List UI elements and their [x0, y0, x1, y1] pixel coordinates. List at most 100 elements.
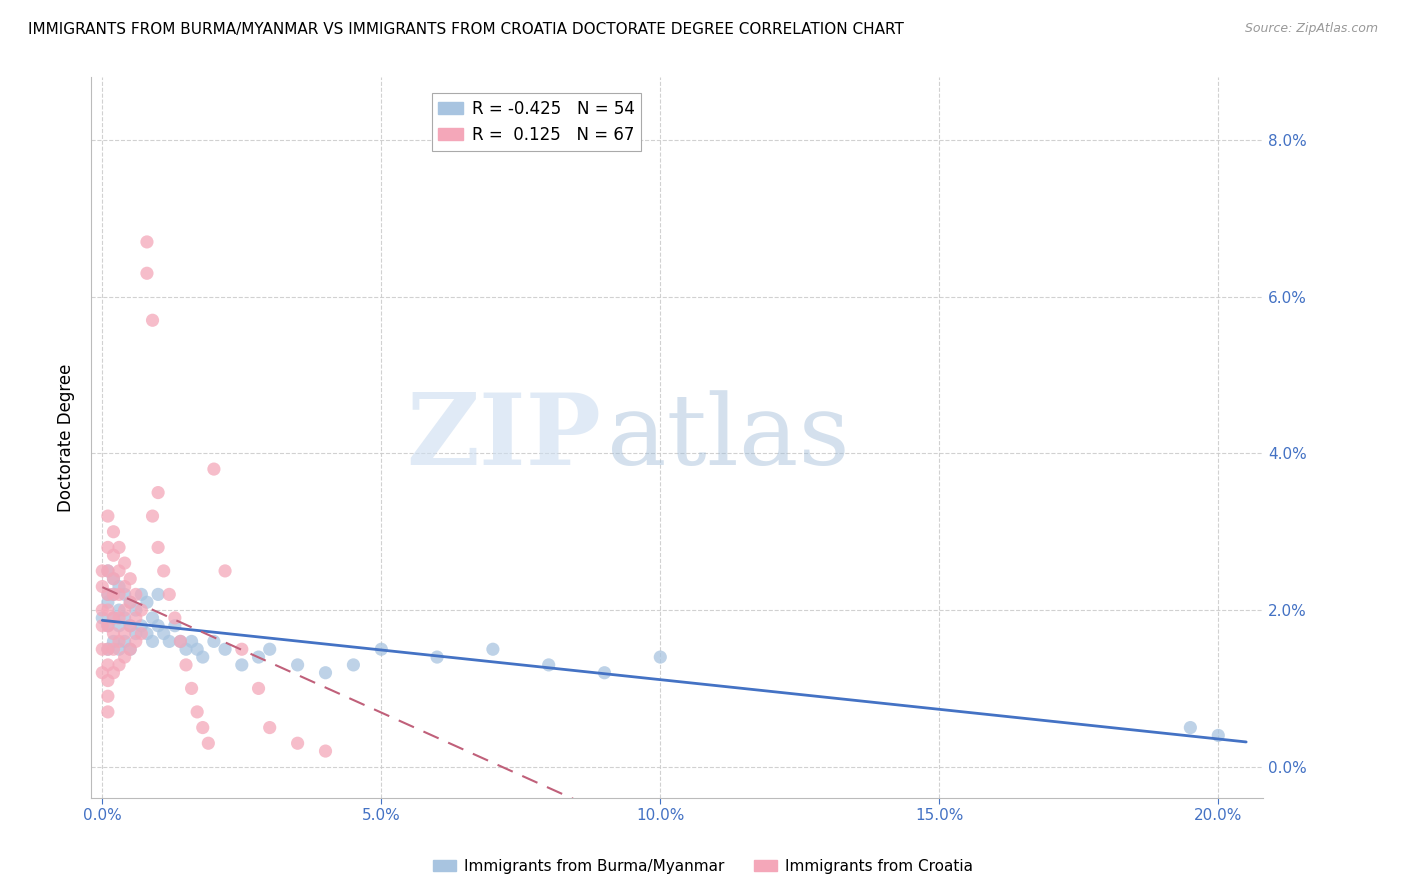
Point [174, 657, 197, 672]
Point [91, 619, 114, 633]
Point [97, 587, 120, 601]
Point [125, 587, 148, 601]
Point [125, 603, 148, 617]
Point [91, 665, 114, 680]
Point [108, 587, 131, 601]
Point [97, 587, 120, 601]
Point [103, 611, 125, 625]
Point [537, 657, 560, 672]
Point [141, 509, 163, 524]
Point [157, 634, 180, 648]
Point [91, 603, 114, 617]
Point [103, 587, 125, 601]
Point [120, 619, 142, 633]
Point [120, 595, 142, 609]
Point [131, 587, 153, 601]
Point [103, 611, 125, 625]
Point [141, 313, 163, 327]
Point [259, 721, 281, 735]
Point [214, 564, 236, 578]
Point [91, 611, 114, 625]
Point [186, 705, 208, 719]
Point [97, 619, 120, 633]
Point [97, 642, 120, 657]
Point [114, 587, 136, 601]
Point [482, 642, 505, 657]
Point [1180, 721, 1202, 735]
Point [180, 634, 202, 648]
Point [103, 548, 125, 562]
Point [152, 626, 174, 640]
Point [197, 736, 219, 750]
Point [108, 611, 131, 625]
Point [97, 690, 120, 704]
Point [97, 509, 120, 524]
Point [97, 673, 120, 688]
Point [214, 642, 236, 657]
Point [136, 626, 159, 640]
Point [191, 721, 214, 735]
Point [97, 642, 120, 657]
Point [108, 603, 131, 617]
Point [174, 642, 197, 657]
Point [97, 603, 120, 617]
Point [97, 657, 120, 672]
Point [103, 626, 125, 640]
Point [1206, 728, 1229, 742]
Point [114, 611, 136, 625]
Point [259, 642, 281, 657]
Point [202, 462, 225, 476]
Point [231, 657, 253, 672]
Point [125, 611, 148, 625]
Point [97, 541, 120, 555]
Point [163, 611, 186, 625]
Point [97, 705, 120, 719]
Point [108, 580, 131, 594]
Point [97, 619, 120, 633]
Y-axis label: Doctorate Degree: Doctorate Degree [58, 364, 75, 512]
Point [114, 603, 136, 617]
Text: atlas: atlas [607, 390, 849, 485]
Point [152, 564, 174, 578]
Point [180, 681, 202, 696]
Point [103, 572, 125, 586]
Point [315, 744, 337, 758]
Point [103, 642, 125, 657]
Point [120, 642, 142, 657]
Point [146, 619, 169, 633]
Point [120, 619, 142, 633]
Point [108, 634, 131, 648]
Point [136, 266, 159, 280]
Point [247, 650, 270, 665]
Point [136, 235, 159, 249]
Point [131, 626, 153, 640]
Point [125, 626, 148, 640]
Point [97, 564, 120, 578]
Point [202, 634, 225, 648]
Point [120, 595, 142, 609]
Point [114, 580, 136, 594]
Point [146, 587, 169, 601]
Point [169, 634, 191, 648]
Point [131, 619, 153, 633]
Point [108, 619, 131, 633]
Point [114, 626, 136, 640]
Text: ZIP: ZIP [406, 389, 600, 486]
Point [186, 642, 208, 657]
Point [136, 595, 159, 609]
Point [103, 665, 125, 680]
Point [97, 564, 120, 578]
Point [108, 564, 131, 578]
Point [141, 634, 163, 648]
Point [114, 556, 136, 570]
Point [120, 642, 142, 657]
Point [426, 650, 449, 665]
Point [650, 650, 672, 665]
Point [287, 736, 309, 750]
Legend: Immigrants from Burma/Myanmar, Immigrants from Croatia: Immigrants from Burma/Myanmar, Immigrant… [427, 853, 979, 880]
Point [91, 642, 114, 657]
Point [146, 541, 169, 555]
Point [120, 572, 142, 586]
Point [103, 524, 125, 539]
Text: Source: ZipAtlas.com: Source: ZipAtlas.com [1244, 22, 1378, 36]
